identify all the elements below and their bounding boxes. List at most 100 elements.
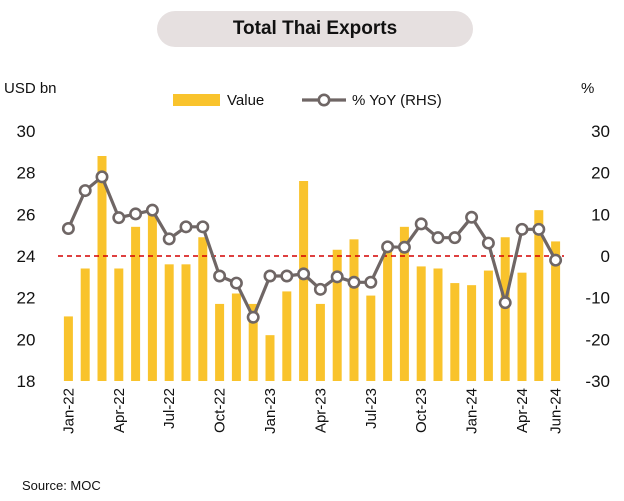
x-tick-label: Jan-24 [464, 388, 481, 434]
x-axis: Jan-22 Apr-22 Jul-22 Oct-22 Jan-23 Apr-23 Jul-… [60, 388, 564, 434]
right-tick-label: 30 [591, 122, 610, 141]
bar [349, 239, 359, 381]
x-tick-label: Jun-24 [548, 388, 565, 434]
yoy-point [229, 276, 243, 290]
yoy-point [145, 203, 159, 217]
yoy-point [532, 222, 546, 236]
bar [181, 264, 191, 381]
x-tick-label: Apr-24 [514, 388, 531, 433]
yoy-point [129, 207, 143, 221]
bar [265, 335, 275, 381]
yoy-point [330, 270, 344, 284]
chart-area: Value % YoY (RHS) 18 20 22 24 26 28 30 -30 -20 -1… [17, 92, 610, 434]
bar [315, 303, 325, 381]
right-axis-unit: % [581, 80, 595, 97]
left-tick-label: 18 [17, 372, 36, 391]
yoy-point [162, 232, 176, 246]
left-axis-unit: USD bn [4, 80, 57, 97]
left-tick-label: 28 [17, 164, 36, 183]
yoy-point [213, 269, 227, 283]
x-tick-label: Oct-23 [413, 388, 430, 433]
chart-title: Total Thai Exports [232, 18, 398, 39]
bar [366, 295, 376, 381]
yoy-point [263, 269, 277, 283]
line-series [61, 170, 563, 324]
legend-yoy-marker [317, 93, 331, 107]
bar [97, 156, 107, 381]
yoy-point [397, 240, 411, 254]
bar [534, 210, 544, 381]
yoy-point [112, 211, 126, 225]
right-axis: -30 -20 -10 0 10 20 30 [585, 122, 610, 391]
yoy-point [297, 267, 311, 281]
yoy-point [549, 253, 563, 267]
x-tick-label: Oct-22 [212, 388, 229, 433]
bar [114, 268, 124, 381]
left-tick-label: 24 [17, 247, 36, 266]
bar-series [63, 156, 561, 381]
bar [299, 181, 309, 381]
bar [551, 241, 561, 381]
bar [383, 249, 393, 381]
right-tick-label: 0 [601, 247, 610, 266]
yoy-point [179, 220, 193, 234]
left-tick-label: 20 [17, 330, 36, 349]
yoy-point [465, 210, 479, 224]
yoy-line [66, 175, 558, 319]
yoy-point [431, 231, 445, 245]
yoy-point [280, 269, 294, 283]
x-tick-label: Jul-22 [161, 388, 178, 429]
bar [63, 316, 73, 381]
bar [450, 283, 460, 381]
bar [198, 237, 208, 381]
x-tick-label: Jul-23 [363, 388, 380, 429]
yoy-point [414, 217, 428, 231]
left-axis: 18 20 22 24 26 28 30 [17, 122, 36, 391]
bar [332, 249, 342, 381]
yoy-point [347, 275, 361, 289]
bar [164, 264, 174, 381]
legend: Value % YoY (RHS) [173, 92, 442, 109]
bar [147, 212, 157, 381]
yoy-point [78, 184, 92, 198]
bar [433, 268, 443, 381]
yoy-point [364, 275, 378, 289]
right-tick-label: -30 [585, 372, 610, 391]
right-tick-label: -20 [585, 330, 610, 349]
left-tick-label: 30 [17, 122, 36, 141]
yoy-point [61, 222, 75, 236]
legend-yoy-label: % YoY (RHS) [352, 92, 442, 109]
x-tick-label: Apr-23 [312, 388, 329, 433]
title-pill: Total Thai Exports [157, 11, 473, 47]
x-tick-label: Apr-22 [111, 388, 128, 433]
yoy-point [448, 231, 462, 245]
x-tick-label: Jan-23 [262, 388, 279, 434]
right-tick-label: 10 [591, 205, 610, 224]
left-tick-label: 22 [17, 289, 36, 308]
right-tick-label: -10 [585, 289, 610, 308]
yoy-point [381, 240, 395, 254]
yoy-point [481, 236, 495, 250]
bar [282, 291, 292, 381]
bar [399, 226, 409, 381]
bar [231, 293, 241, 381]
legend-value-swatch [173, 94, 220, 106]
yoy-point [515, 222, 529, 236]
yoy-point [95, 170, 109, 184]
yoy-point [498, 296, 512, 310]
yoy-point [313, 282, 327, 296]
bar [215, 303, 225, 381]
legend-value-label: Value [227, 92, 264, 109]
bar [467, 285, 477, 381]
yoy-point [246, 310, 260, 324]
yoy-point [196, 220, 210, 234]
right-tick-label: 20 [591, 164, 610, 183]
bar [80, 268, 90, 381]
bar [248, 303, 258, 381]
bar [483, 270, 493, 381]
bar [416, 266, 426, 381]
bar [517, 272, 527, 381]
x-tick-label: Jan-22 [60, 388, 77, 434]
source-note: Source: MOC [22, 478, 101, 493]
left-tick-label: 26 [17, 205, 36, 224]
